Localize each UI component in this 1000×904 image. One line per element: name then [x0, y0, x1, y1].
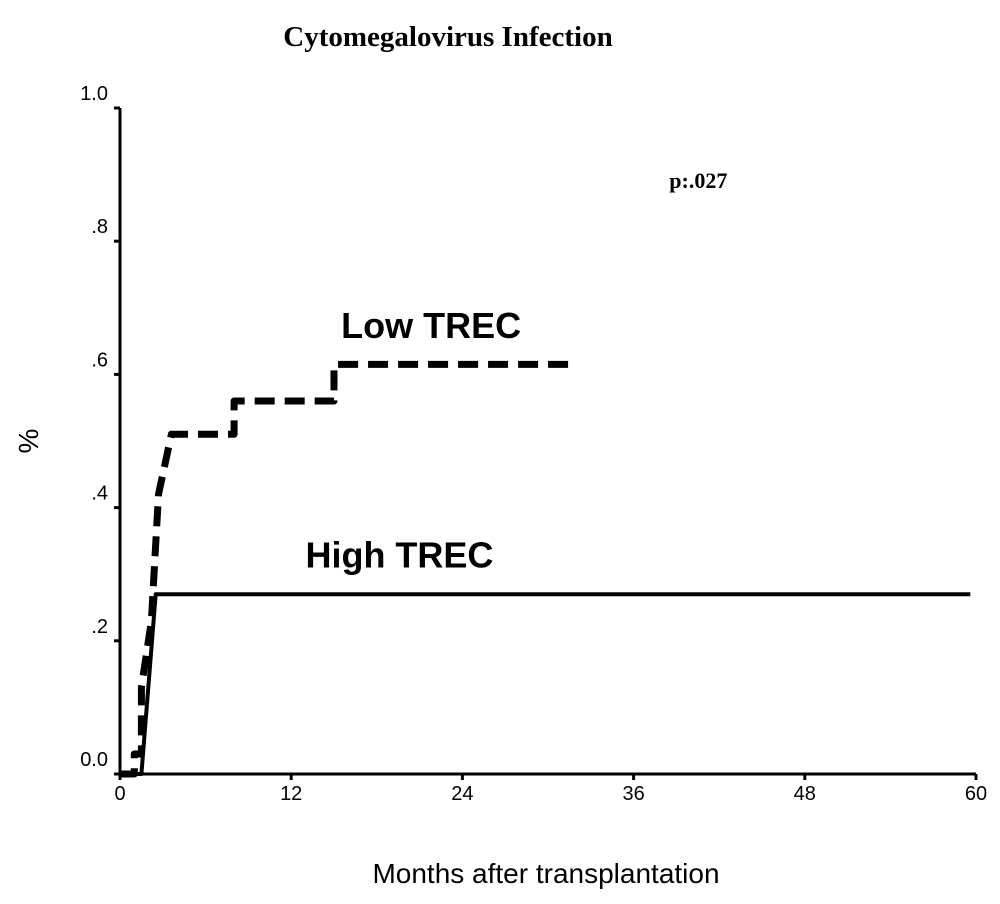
x-ticks: 0 12 24 36 48 60	[114, 774, 987, 805]
x-axis-label: Months after transplantation	[372, 858, 719, 889]
low-trec-curve	[120, 360, 577, 778]
y-tick-label: .4	[91, 483, 108, 505]
x-tick-label: 12	[280, 783, 302, 805]
high-trec-label: High TREC	[305, 535, 493, 576]
y-tick-label: .8	[91, 216, 108, 238]
y-axis-label: %	[13, 429, 44, 454]
y-tick-label: .6	[91, 349, 108, 371]
low-trec-label: Low TREC	[341, 305, 521, 346]
x-tick-label: 48	[794, 783, 816, 805]
y-tick-label: 1.0	[80, 83, 108, 105]
y-tick-label: 0.0	[80, 749, 108, 771]
y-ticks: 0.0 .2 .4 .6 .8 1.0	[80, 83, 120, 776]
x-tick-label: 24	[451, 783, 473, 805]
y-tick-label: .2	[91, 616, 108, 638]
x-tick-label: 0	[114, 783, 125, 805]
x-tick-label: 36	[622, 783, 644, 805]
chart-title: Cytomegalovirus Infection	[283, 21, 612, 53]
x-tick-label: 60	[965, 783, 987, 805]
annotation-layer: p:.027	[669, 168, 727, 193]
p-value-annotation: p:.027	[669, 168, 727, 193]
high-trec-curve	[120, 592, 971, 776]
series-layer: Low TREC High TREC	[120, 305, 971, 778]
